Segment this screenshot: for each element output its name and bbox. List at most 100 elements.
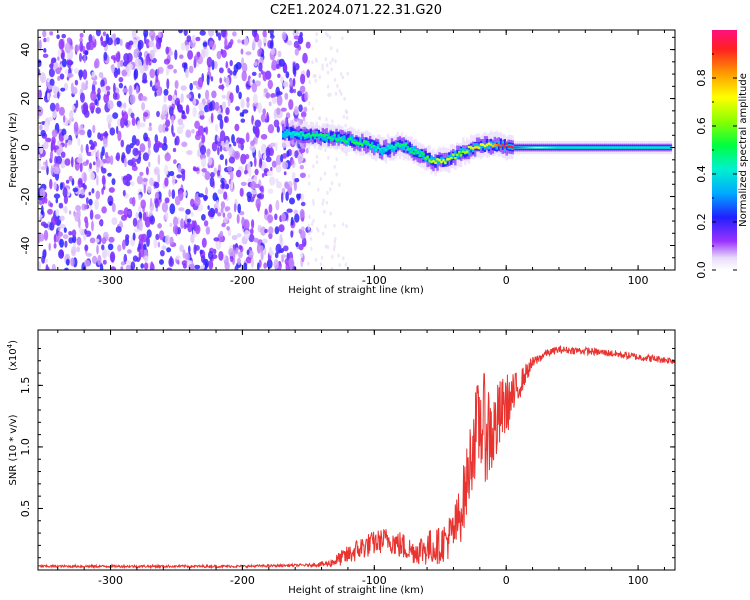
x-tick-label: 100 (628, 274, 649, 287)
noise-blob (111, 63, 115, 74)
track-cell (412, 146, 415, 152)
noise-blob (243, 219, 250, 231)
noise-blob (286, 150, 290, 158)
track-cell (648, 146, 651, 149)
noise-blob (294, 106, 299, 116)
noise-blob (169, 236, 174, 246)
noise-blob (103, 95, 108, 102)
track-cell (311, 131, 315, 137)
x-tick-label: -100 (362, 574, 387, 587)
y-tick-label: -40 (19, 237, 32, 255)
noise-blob (63, 134, 69, 141)
noise-blob (39, 124, 43, 131)
noise-blob (66, 139, 73, 146)
track-cell (466, 150, 469, 153)
track-cell (477, 146, 481, 149)
noise-blob (270, 93, 276, 99)
noise-blob (155, 75, 159, 83)
noise-blob (232, 250, 236, 259)
noise-blob (327, 155, 330, 160)
noise-blob (80, 92, 85, 103)
noise-blob (75, 99, 79, 109)
noise-blob (267, 188, 274, 194)
noise-blob (131, 196, 136, 207)
noise-blob (43, 37, 47, 43)
spectrogram-y-axis-label: Frequency (Hz) (8, 112, 19, 188)
noise-blob (303, 106, 308, 113)
track-cell (365, 140, 368, 143)
noise-blob (44, 197, 48, 204)
noise-blob (92, 124, 96, 134)
noise-blob (141, 96, 147, 101)
noise-blob (316, 226, 319, 231)
noise-blob (298, 228, 302, 234)
noise-blob (201, 49, 206, 59)
track-cell (628, 146, 631, 149)
noise-blob (113, 38, 117, 47)
noise-blob (77, 177, 83, 188)
noise-blob (330, 67, 333, 72)
noise-blob (165, 234, 171, 245)
noise-blob (108, 236, 115, 243)
noise-blob (292, 30, 299, 38)
noise-blob (329, 211, 332, 216)
noise-blob (291, 148, 295, 158)
noise-blob (145, 38, 150, 49)
noise-blob (101, 244, 105, 251)
noise-blob (58, 38, 65, 50)
noise-blob (205, 126, 209, 135)
noise-blob (146, 229, 152, 238)
noise-blob (164, 152, 171, 162)
track-cell (307, 132, 311, 135)
track-cell (574, 146, 578, 149)
noise-blob (152, 32, 156, 39)
track-cell (541, 146, 544, 149)
noise-blob (220, 201, 226, 209)
noise-blob (265, 156, 272, 163)
noise-blob (183, 30, 188, 36)
noise-blob (312, 198, 315, 203)
noise-blob (115, 52, 121, 63)
noise-blob (193, 167, 200, 172)
noise-blob (283, 171, 287, 176)
noise-blob (61, 33, 66, 39)
track-cell (369, 139, 372, 148)
noise-blob (181, 141, 188, 148)
track-cell (644, 146, 647, 149)
track-cell (428, 152, 431, 162)
noise-blob (79, 41, 84, 53)
noise-blob (71, 246, 77, 257)
noise-blob (285, 71, 290, 79)
snr-y-axis-label: SNR (10 * v/v) (8, 414, 19, 485)
noise-blob (60, 151, 66, 158)
noise-blob (147, 262, 151, 269)
noise-blob (318, 75, 321, 79)
noise-blob (268, 101, 272, 107)
track-cell (576, 146, 580, 149)
noise-blob (50, 165, 54, 176)
noise-blob (47, 91, 50, 101)
noise-blob (257, 38, 262, 48)
noise-blob (73, 67, 80, 74)
noise-blob (253, 93, 258, 105)
noise-blob (117, 68, 121, 75)
noise-blob (263, 247, 267, 256)
noise-blob (319, 176, 322, 181)
noise-blob (91, 220, 94, 232)
noise-blob (115, 226, 122, 233)
noise-blob (98, 72, 104, 78)
noise-blob (299, 172, 306, 178)
track-cell (406, 147, 409, 151)
noise-blob (176, 126, 184, 135)
noise-blob (276, 63, 280, 70)
track-cell (349, 137, 352, 146)
track-cell (390, 144, 394, 148)
track-cell (606, 146, 609, 149)
noise-blob (226, 226, 230, 231)
track-cell (473, 146, 477, 149)
noise-blob (246, 191, 253, 198)
noise-blob (253, 61, 258, 67)
noise-blob (276, 91, 283, 96)
noise-blob (326, 245, 330, 250)
track-cell (460, 148, 463, 154)
